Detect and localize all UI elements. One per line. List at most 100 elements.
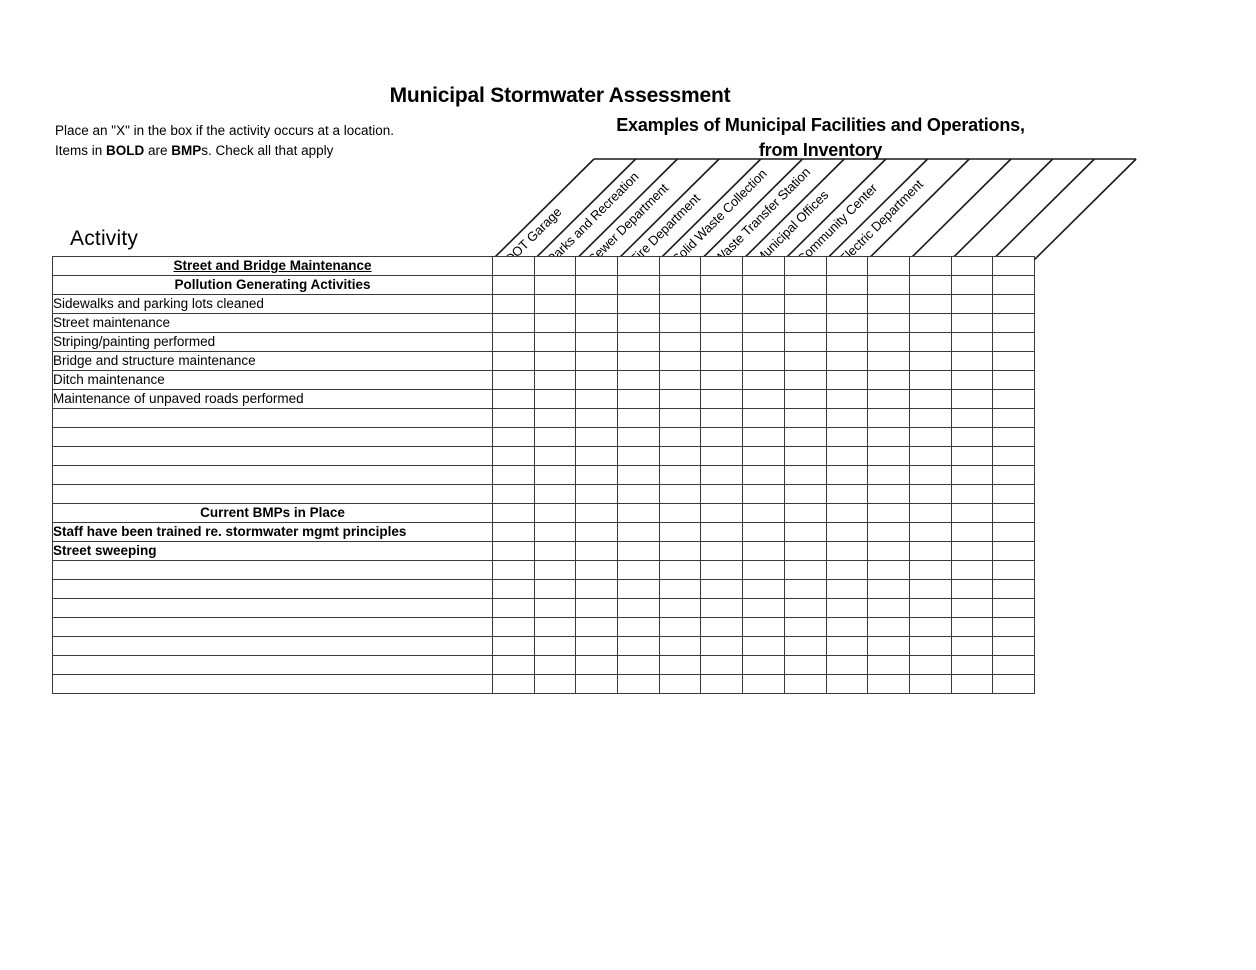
checkbox-cell[interactable] <box>658 598 702 618</box>
checkbox-cell[interactable] <box>950 389 994 409</box>
checkbox-cell[interactable] <box>950 351 994 371</box>
checkbox-cell[interactable] <box>700 560 744 580</box>
checkbox-cell[interactable] <box>658 579 702 599</box>
checkbox-cell[interactable] <box>742 332 785 352</box>
bmp-activity-cell[interactable] <box>52 655 493 675</box>
checkbox-cell[interactable] <box>867 294 910 314</box>
checkbox-cell[interactable] <box>908 389 952 409</box>
checkbox-cell[interactable] <box>783 256 827 276</box>
checkbox-cell[interactable] <box>992 389 1035 409</box>
checkbox-cell[interactable] <box>908 446 952 466</box>
checkbox-cell[interactable] <box>825 408 869 428</box>
checkbox-cell[interactable] <box>950 655 994 675</box>
checkbox-cell[interactable] <box>658 313 702 333</box>
checkbox-cell[interactable] <box>492 446 535 466</box>
checkbox-cell[interactable] <box>492 332 535 352</box>
checkbox-cell[interactable] <box>825 674 869 694</box>
checkbox-cell[interactable] <box>825 370 869 390</box>
checkbox-cell[interactable] <box>742 370 785 390</box>
checkbox-cell[interactable] <box>783 275 827 295</box>
checkbox-cell[interactable] <box>658 484 702 504</box>
checkbox-cell[interactable] <box>992 541 1035 561</box>
checkbox-cell[interactable] <box>700 465 744 485</box>
checkbox-cell[interactable] <box>575 617 619 637</box>
checkbox-cell[interactable] <box>950 332 994 352</box>
bmp-activity-cell[interactable] <box>52 598 493 618</box>
checkbox-cell[interactable] <box>617 579 660 599</box>
checkbox-cell[interactable] <box>617 256 660 276</box>
checkbox-cell[interactable] <box>908 636 952 656</box>
checkbox-cell[interactable] <box>950 446 994 466</box>
checkbox-cell[interactable] <box>867 636 910 656</box>
checkbox-cell[interactable] <box>575 389 619 409</box>
checkbox-cell[interactable] <box>992 560 1035 580</box>
checkbox-cell[interactable] <box>700 408 744 428</box>
checkbox-cell[interactable] <box>617 332 660 352</box>
checkbox-cell[interactable] <box>658 370 702 390</box>
checkbox-cell[interactable] <box>867 503 910 523</box>
checkbox-cell[interactable] <box>908 465 952 485</box>
activity-cell[interactable] <box>52 465 493 485</box>
checkbox-cell[interactable] <box>783 541 827 561</box>
checkbox-cell[interactable] <box>575 636 619 656</box>
checkbox-cell[interactable] <box>783 313 827 333</box>
checkbox-cell[interactable] <box>908 522 952 542</box>
checkbox-cell[interactable] <box>950 465 994 485</box>
checkbox-cell[interactable] <box>742 579 785 599</box>
checkbox-cell[interactable] <box>533 275 577 295</box>
checkbox-cell[interactable] <box>867 522 910 542</box>
checkbox-cell[interactable] <box>867 427 910 447</box>
checkbox-cell[interactable] <box>783 294 827 314</box>
checkbox-cell[interactable] <box>783 655 827 675</box>
checkbox-cell[interactable] <box>575 294 619 314</box>
checkbox-cell[interactable] <box>533 351 577 371</box>
checkbox-cell[interactable] <box>742 389 785 409</box>
checkbox-cell[interactable] <box>950 560 994 580</box>
checkbox-cell[interactable] <box>575 256 619 276</box>
checkbox-cell[interactable] <box>867 579 910 599</box>
checkbox-cell[interactable] <box>950 370 994 390</box>
checkbox-cell[interactable] <box>533 427 577 447</box>
checkbox-cell[interactable] <box>950 674 994 694</box>
checkbox-cell[interactable] <box>908 427 952 447</box>
checkbox-cell[interactable] <box>950 617 994 637</box>
checkbox-cell[interactable] <box>575 313 619 333</box>
checkbox-cell[interactable] <box>742 674 785 694</box>
checkbox-cell[interactable] <box>783 484 827 504</box>
checkbox-cell[interactable] <box>867 332 910 352</box>
checkbox-cell[interactable] <box>783 408 827 428</box>
bmp-activity-cell[interactable] <box>52 674 493 694</box>
checkbox-cell[interactable] <box>825 275 869 295</box>
checkbox-cell[interactable] <box>992 332 1035 352</box>
checkbox-cell[interactable] <box>825 598 869 618</box>
checkbox-cell[interactable] <box>992 655 1035 675</box>
checkbox-cell[interactable] <box>783 465 827 485</box>
checkbox-cell[interactable] <box>617 598 660 618</box>
checkbox-cell[interactable] <box>617 275 660 295</box>
checkbox-cell[interactable] <box>575 503 619 523</box>
activity-cell[interactable] <box>52 446 493 466</box>
checkbox-cell[interactable] <box>492 560 535 580</box>
checkbox-cell[interactable] <box>742 655 785 675</box>
checkbox-cell[interactable] <box>867 484 910 504</box>
checkbox-cell[interactable] <box>742 484 785 504</box>
checkbox-cell[interactable] <box>825 465 869 485</box>
checkbox-cell[interactable] <box>992 370 1035 390</box>
checkbox-cell[interactable] <box>992 256 1035 276</box>
checkbox-cell[interactable] <box>867 275 910 295</box>
checkbox-cell[interactable] <box>908 560 952 580</box>
checkbox-cell[interactable] <box>867 313 910 333</box>
checkbox-cell[interactable] <box>492 465 535 485</box>
checkbox-cell[interactable] <box>533 446 577 466</box>
checkbox-cell[interactable] <box>908 579 952 599</box>
checkbox-cell[interactable] <box>700 598 744 618</box>
checkbox-cell[interactable] <box>575 465 619 485</box>
checkbox-cell[interactable] <box>783 617 827 637</box>
checkbox-cell[interactable] <box>825 294 869 314</box>
checkbox-cell[interactable] <box>950 541 994 561</box>
checkbox-cell[interactable] <box>825 503 869 523</box>
checkbox-cell[interactable] <box>658 617 702 637</box>
checkbox-cell[interactable] <box>992 636 1035 656</box>
checkbox-cell[interactable] <box>492 294 535 314</box>
checkbox-cell[interactable] <box>700 427 744 447</box>
